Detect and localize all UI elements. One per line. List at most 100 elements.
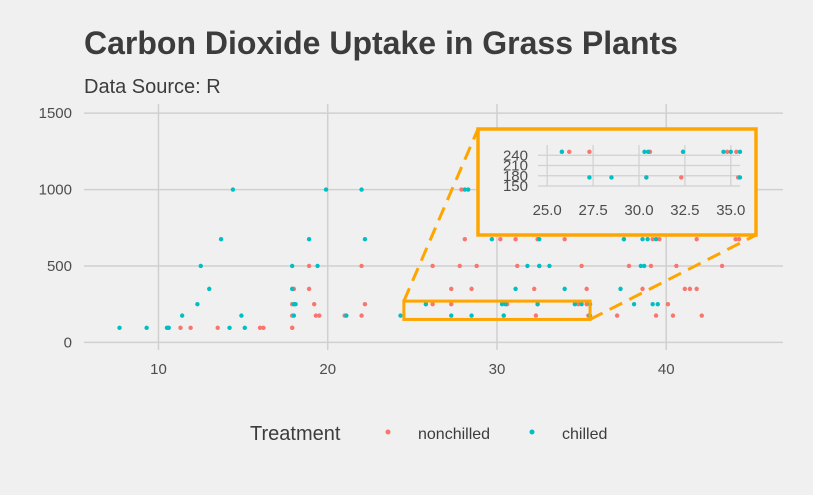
inset-point-chilled	[609, 175, 614, 180]
data-point-nonchilled	[699, 313, 704, 318]
data-point-chilled	[242, 325, 247, 331]
inset-x-tick-label: 27.5	[578, 202, 607, 219]
data-point-nonchilled	[457, 263, 462, 269]
data-point-chilled	[218, 237, 224, 242]
inset-point-nonchilled	[679, 175, 684, 180]
data-point-nonchilled	[469, 286, 474, 292]
data-point-nonchilled	[670, 313, 676, 318]
data-point-nonchilled	[459, 187, 464, 192]
inset-y-tick-label: 180	[503, 168, 528, 185]
data-point-chilled	[323, 187, 329, 192]
data-point-nonchilled	[650, 237, 655, 242]
data-point-nonchilled	[362, 301, 368, 307]
data-point-chilled	[117, 325, 122, 331]
inset-point-chilled	[721, 149, 726, 155]
inset-point-chilled	[587, 175, 592, 180]
data-point-chilled	[655, 301, 660, 307]
data-point-chilled	[537, 263, 542, 269]
inset-point-chilled	[559, 149, 565, 155]
data-point-nonchilled	[513, 237, 518, 242]
inset-y-tick-label: 240	[503, 147, 528, 164]
data-point-nonchilled	[736, 237, 742, 242]
data-point-nonchilled	[289, 325, 295, 331]
data-point-nonchilled	[532, 286, 537, 292]
data-point-nonchilled	[682, 286, 688, 292]
inset-x-tick-label: 35.0	[716, 202, 745, 219]
data-point-nonchilled	[311, 301, 317, 307]
data-point-chilled	[513, 286, 518, 292]
data-point-nonchilled	[359, 263, 364, 269]
inset-point-chilled	[645, 149, 651, 155]
y-tick-label: 500	[47, 258, 72, 275]
data-point-chilled	[489, 237, 495, 242]
data-point-nonchilled	[215, 325, 220, 331]
x-tick-label: 30	[489, 361, 506, 378]
data-point-nonchilled	[626, 263, 632, 269]
data-point-nonchilled	[733, 237, 738, 242]
x-tick-label: 10	[150, 361, 167, 378]
data-point-chilled	[398, 313, 403, 318]
data-point-chilled	[469, 313, 474, 318]
zoom-connector	[589, 233, 757, 321]
data-point-nonchilled	[515, 263, 520, 269]
data-point-chilled	[650, 301, 655, 307]
data-point-nonchilled	[657, 237, 662, 242]
y-tick-label: 1500	[39, 105, 72, 122]
zoom-highlight	[402, 128, 757, 321]
y-tick-label: 0	[64, 334, 72, 351]
legend-label-chilled: chilled	[562, 426, 607, 443]
data-point-chilled	[501, 313, 506, 318]
data-point-nonchilled	[665, 301, 671, 307]
data-point-nonchilled	[261, 325, 266, 331]
inset-point-chilled	[728, 149, 734, 155]
data-point-nonchilled	[474, 263, 479, 269]
inset-point-chilled	[680, 149, 686, 155]
inset-point-chilled	[642, 149, 647, 155]
data-point-chilled	[423, 301, 429, 307]
data-point-chilled	[198, 263, 203, 269]
data-point-chilled	[465, 187, 471, 192]
data-point-chilled	[525, 263, 530, 269]
data-point-nonchilled	[449, 301, 454, 307]
data-point-chilled	[227, 325, 232, 331]
data-point-nonchilled	[640, 286, 645, 292]
data-point-nonchilled	[188, 325, 193, 331]
data-point-chilled	[315, 263, 320, 269]
data-point-nonchilled	[579, 263, 584, 269]
data-point-chilled	[638, 263, 644, 269]
data-point-nonchilled	[653, 313, 659, 318]
data-point-nonchilled	[178, 325, 183, 331]
data-point-nonchilled	[584, 301, 589, 307]
data-point-nonchilled	[533, 313, 539, 318]
data-point-nonchilled	[584, 286, 589, 292]
data-point-chilled	[449, 313, 454, 318]
legend-key-nonchilled	[385, 429, 391, 435]
data-point-nonchilled	[648, 263, 654, 269]
inset-point-nonchilled	[587, 149, 592, 155]
data-point-nonchilled	[430, 301, 435, 307]
data-point-chilled	[359, 187, 364, 192]
data-point-nonchilled	[694, 286, 699, 292]
data-point-chilled	[631, 301, 637, 307]
data-point-chilled	[621, 237, 627, 242]
data-point-nonchilled	[719, 263, 725, 269]
data-point-nonchilled	[614, 313, 620, 318]
data-point-nonchilled	[306, 286, 312, 292]
data-point-nonchilled	[576, 301, 581, 307]
data-point-chilled	[547, 263, 552, 269]
data-point-chilled	[579, 301, 584, 307]
data-point-nonchilled	[313, 313, 319, 318]
zoom-region-box	[402, 299, 592, 321]
inset-x-tick-label: 32.5	[670, 202, 699, 219]
data-point-chilled	[207, 286, 212, 292]
data-point-nonchilled	[562, 237, 567, 242]
legend-label-nonchilled: nonchilled	[418, 426, 490, 443]
data-point-nonchilled	[687, 286, 693, 292]
data-point-chilled	[499, 301, 505, 307]
data-point-chilled	[462, 187, 468, 192]
data-point-chilled	[572, 301, 578, 307]
data-point-chilled	[645, 237, 650, 242]
data-point-chilled	[166, 325, 171, 331]
